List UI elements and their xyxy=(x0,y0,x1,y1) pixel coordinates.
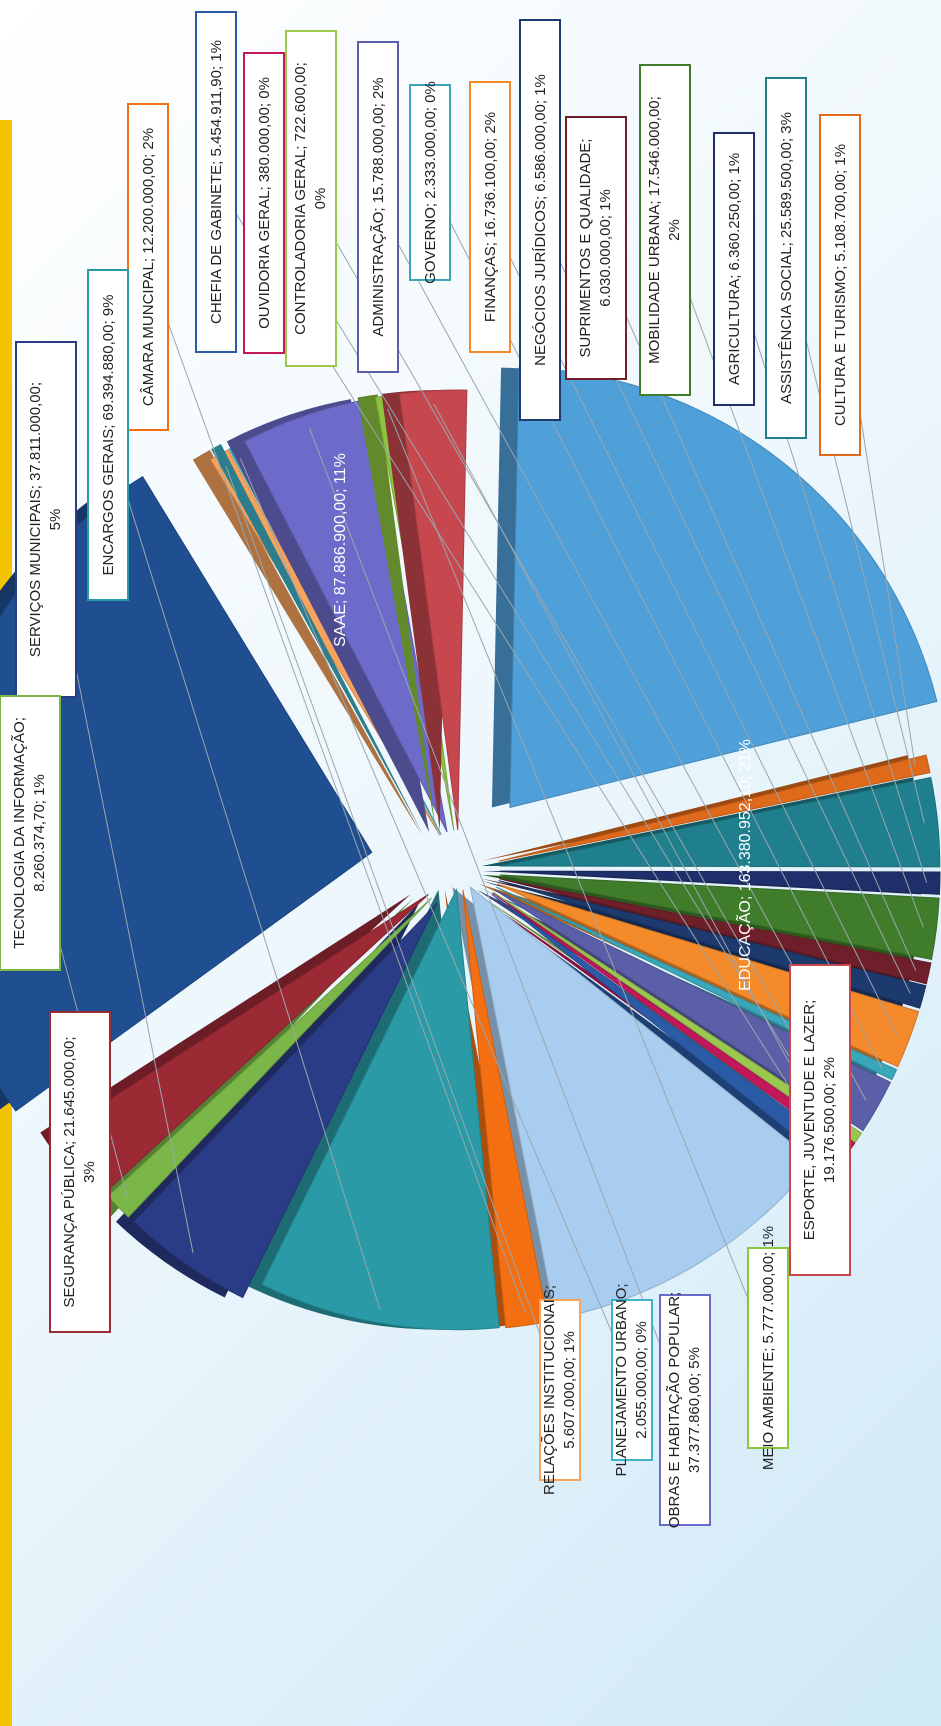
data-label-2: PLANEJAMENTO URBANO; 2.055.000,00; 0% xyxy=(611,1283,653,1477)
slice-10 xyxy=(499,874,940,960)
data-label-19: SAAE; 87.886.900,00; 11% xyxy=(332,453,349,647)
data-label-7: CULTURA E TURISMO; 5.108.700,00; 1% xyxy=(819,114,861,456)
slice-depth-3 xyxy=(226,399,430,833)
data-label-23: TECNOLOGIA DA INFORMAÇÃO; 8.260.374,70; 1… xyxy=(0,695,61,971)
label-box-18 xyxy=(195,11,237,353)
slice-9 xyxy=(499,870,941,895)
label-text-13: FINANÇAS; 16.736.100,00; 2% xyxy=(482,112,499,322)
slice-5 xyxy=(399,389,468,831)
label-text-23: TECNOLOGIA DA INFORMAÇÃO; 8.260.374,70; 1… xyxy=(11,717,48,949)
leader-line-20 xyxy=(147,266,526,1313)
label-text-3: OBRAS E HABITAÇÃO POPULAR; 37.377.860,00;… xyxy=(666,1292,703,1528)
data-label-8: ASSISTÊNCIA SOCIAL; 25.589.500,00; 3% xyxy=(765,77,807,439)
data-labels: SAÚDE; 206.520.371,30;26%RELAÇÕES INSTIT… xyxy=(0,11,861,1528)
data-label-21: ENCARGOS GERAIS; 69.394.880,00; 9% xyxy=(87,269,129,601)
label-box-17 xyxy=(243,52,285,354)
data-label-24: SEGURANÇA PÚBLICA; 21.645.000,00; 3% xyxy=(49,1011,111,1333)
label-box-21 xyxy=(87,269,129,601)
label-text-9: AGRICULTURA; 6.360.250,00; 1% xyxy=(726,153,743,385)
data-label-11: SUPRIMENTOS E QUALIDADE; 6.030.000,00; 1% xyxy=(565,116,627,380)
leader-line-10 xyxy=(664,229,924,928)
label-box-16 xyxy=(285,30,337,367)
slice-7 xyxy=(498,754,931,862)
label-box-8 xyxy=(765,77,807,439)
slice-8 xyxy=(499,776,941,868)
label-text-5: ESPORTE, JUVENTUDE E LAZER; 19.176.500,00… xyxy=(801,1000,838,1241)
slice-6 xyxy=(509,367,938,809)
slice-depth-4 xyxy=(357,394,436,831)
data-label-1: RELAÇÕES INSTITUCIONAIS; 5.607.000,00; 1% xyxy=(539,1285,581,1495)
label-text-22: SERVIÇOS MUNICIPAIS; 37.811.000,00; 5% xyxy=(27,382,64,657)
label-text-11: SUPRIMENTOS E QUALIDADE; 6.030.000,00; 1% xyxy=(577,139,614,358)
label-box-4 xyxy=(747,1247,789,1449)
slice-22 xyxy=(133,902,438,1299)
label-text-20: CÂMARA MUNCIPAL; 12.200.000,00; 2% xyxy=(140,128,157,406)
label-text-1: RELAÇÕES INSTITUCIONAIS; 5.607.000,00; 1% xyxy=(541,1285,578,1495)
label-box-7 xyxy=(819,114,861,456)
label-text-21: ENCARGOS GERAIS; 69.394.880,00; 9% xyxy=(100,295,117,576)
label-text-19: SAAE; 87.886.900,00; 11% xyxy=(332,453,349,647)
label-text-18: CHEFIA DE GABINETE; 5.454.911,90; 1% xyxy=(208,40,225,324)
leader-line-15 xyxy=(377,206,867,1101)
leader-line-3 xyxy=(309,427,686,1411)
leader-line-2 xyxy=(239,457,633,1381)
data-label-3: OBRAS E HABITAÇÃO POPULAR; 37.377.860,00;… xyxy=(659,1292,711,1528)
leader-line-1 xyxy=(225,465,561,1391)
data-label-15: ADMINISTRAÇÃO; 15.788.000,00; 2% xyxy=(357,41,399,373)
label-box-10 xyxy=(639,64,691,396)
data-label-12: NEGÓCIOS JURÍDICOS; 6.586.000,00; 1% xyxy=(519,19,561,421)
slice-21 xyxy=(261,887,500,1331)
label-box-13 xyxy=(469,81,511,353)
data-label-16: CONTROLADORIA GERAL; 722.600,00; 0% xyxy=(285,30,337,367)
label-box-15 xyxy=(357,41,399,373)
label-box-14 xyxy=(409,84,451,281)
label-text-12: NEGÓCIOS JURÍDICOS; 6.586.000,00; 1% xyxy=(532,74,549,366)
label-box-24 xyxy=(49,1011,111,1333)
data-label-5: ESPORTE, JUVENTUDE E LAZER; 19.176.500,00… xyxy=(789,964,851,1276)
label-box-20 xyxy=(127,103,169,431)
label-text-15: ADMINISTRAÇÃO; 15.788.000,00; 2% xyxy=(370,77,387,336)
label-text-2: PLANEJAMENTO URBANO; 2.055.000,00; 0% xyxy=(613,1283,650,1476)
data-label-18: CHEFIA DE GABINETE; 5.454.911,90; 1% xyxy=(195,11,237,353)
label-text-8: ASSISTÊNCIA SOCIAL; 25.589.500,00; 3% xyxy=(778,112,795,404)
data-label-17: OUVIDORIA GERAL; 380.000,00; 0% xyxy=(243,52,285,354)
label-text-16: CONTROLADORIA GERAL; 722.600,00; 0% xyxy=(292,62,329,335)
label-box-9 xyxy=(713,132,755,406)
leader-line-8 xyxy=(785,257,925,824)
label-box-12 xyxy=(519,19,561,421)
data-label-22: SERVIÇOS MUNICIPAIS; 37.811.000,00; 5% xyxy=(15,341,77,698)
leader-line-16 xyxy=(310,198,848,1131)
data-label-13: FINANÇAS; 16.736.100,00; 2% xyxy=(469,81,511,353)
label-box-1 xyxy=(539,1299,581,1481)
label-box-2 xyxy=(611,1299,653,1461)
slice-16 xyxy=(492,891,863,1144)
label-box-3 xyxy=(659,1294,711,1526)
label-box-11 xyxy=(565,116,627,380)
label-box-23 xyxy=(0,695,61,971)
label-box-5 xyxy=(789,964,851,1276)
data-label-4: MEIO AMBIENTE; 5.777.000,00; 1% xyxy=(747,1226,789,1470)
data-label-6: EDUCAÇÃO; 163.380.952,10; 21% xyxy=(734,739,754,991)
leader-line-21 xyxy=(107,434,381,1310)
label-text-14: GOVERNO; 2.333.000,00; 0% xyxy=(422,81,439,284)
data-label-10: MOBILIDADE URBANA; 17.546.000,00; 2% xyxy=(639,64,691,396)
label-text-10: MOBILIDADE URBANA; 17.546.000,00; 2% xyxy=(646,96,683,364)
label-text-6: EDUCAÇÃO; 163.380.952,10; 21% xyxy=(734,739,754,991)
data-label-20: CÂMARA MUNCIPAL; 12.200.000,00; 2% xyxy=(127,103,169,431)
label-text-17: OUVIDORIA GERAL; 380.000,00; 0% xyxy=(256,77,273,329)
slice-depth-7 xyxy=(481,755,913,862)
label-box-22 xyxy=(15,341,77,698)
slice-depth-1 xyxy=(192,449,422,836)
label-text-4: MEIO AMBIENTE; 5.777.000,00; 1% xyxy=(760,1226,777,1470)
data-label-14: GOVERNO; 2.333.000,00; 0% xyxy=(409,81,451,284)
label-text-24: SEGURANÇA PÚBLICA; 21.645.000,00; 3% xyxy=(61,1037,98,1308)
slice-11 xyxy=(498,878,932,985)
data-label-9: AGRICULTURA; 6.360.250,00; 1% xyxy=(713,132,755,406)
leader-line-4 xyxy=(387,408,769,1349)
label-text-7: CULTURA E TURISMO; 5.108.700,00; 1% xyxy=(832,144,849,426)
